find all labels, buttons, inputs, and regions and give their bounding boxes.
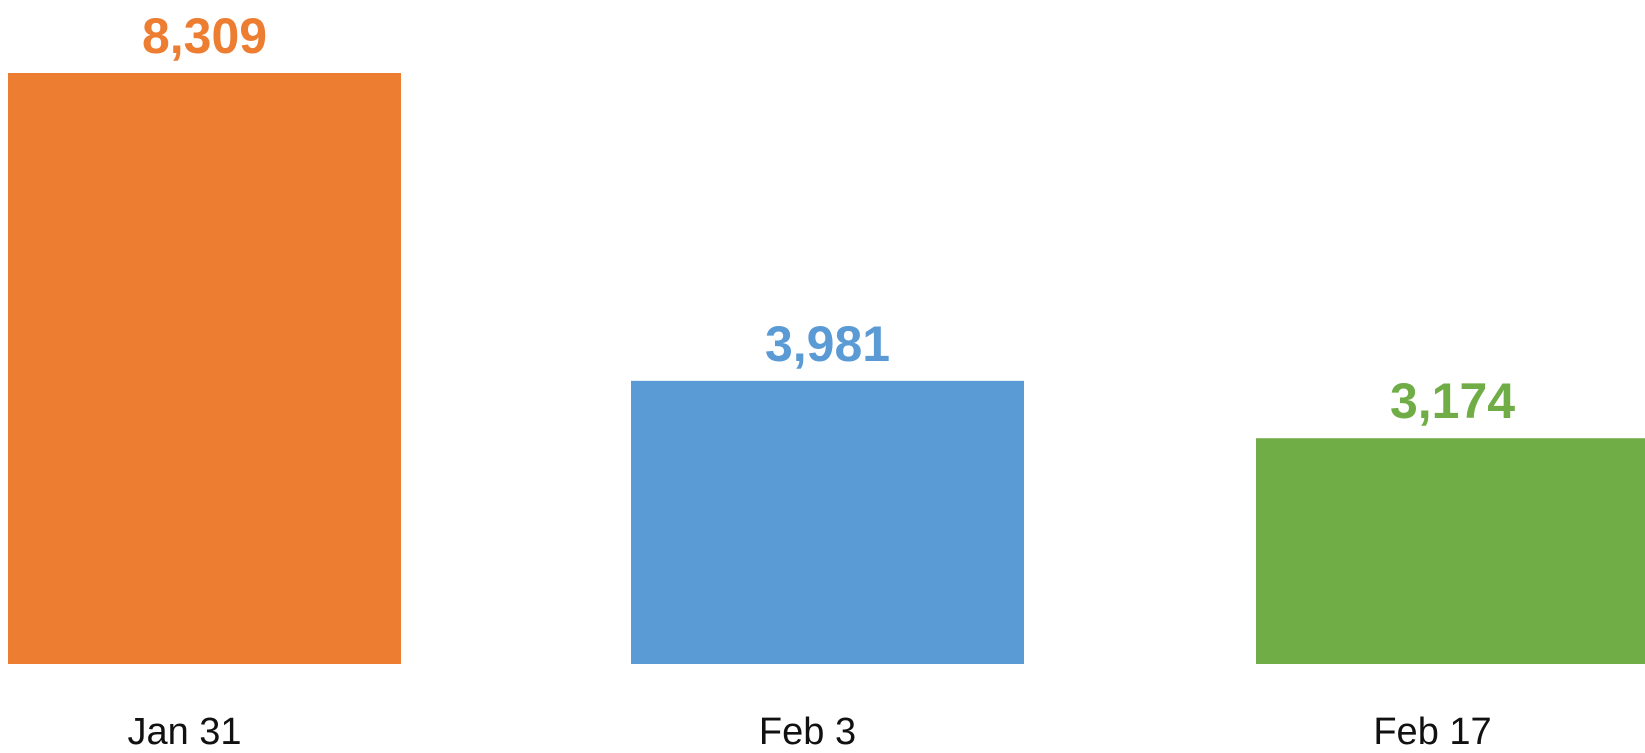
value-labels-layer: 8,309 3,981 3,174 <box>142 8 1515 429</box>
bar-0 <box>8 73 401 664</box>
category-label-2: Feb 17 <box>1373 711 1491 753</box>
category-label-1: Feb 3 <box>759 711 856 753</box>
value-label-1: 3,981 <box>765 316 890 372</box>
value-label-2: 3,174 <box>1390 373 1515 429</box>
bar-1 <box>631 380 1024 664</box>
bar-2 <box>1256 438 1645 664</box>
category-label-0: Jan 31 <box>127 711 241 753</box>
bars-layer <box>8 73 1645 664</box>
category-labels-layer: Jan 31 Feb 3 Feb 17 <box>127 711 1491 753</box>
value-label-0: 8,309 <box>142 8 267 64</box>
